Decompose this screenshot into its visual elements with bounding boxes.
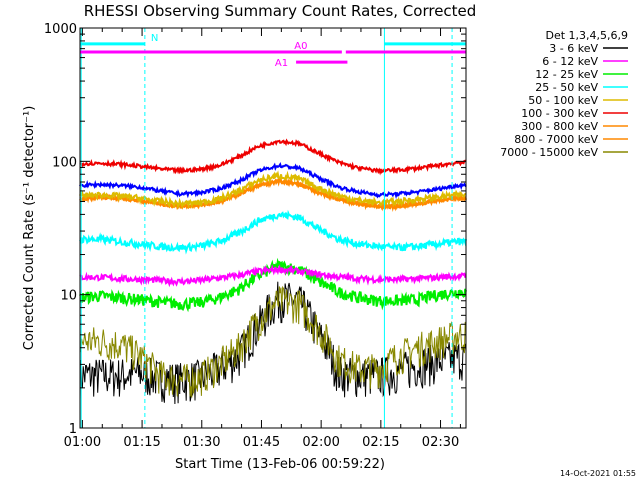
y-tick-label: 100 xyxy=(52,155,77,170)
y-tick-label: 1 xyxy=(69,422,77,437)
y-axis-label: Corrected Count Rate (s⁻¹ detector⁻¹) xyxy=(22,106,37,351)
legend-label: 6 - 12 keV xyxy=(542,55,598,68)
legend-label: 100 - 300 keV xyxy=(521,107,598,120)
legend-label: 25 - 50 keV xyxy=(535,81,598,94)
legend-label: 300 - 800 keV xyxy=(521,120,598,133)
y-tick-label: 1000 xyxy=(44,22,77,37)
x-axis-label: Start Time (13-Feb-06 00:59:22) xyxy=(175,457,385,472)
chart-title: RHESSI Observing Summary Count Rates, Co… xyxy=(84,2,477,20)
flag-label-A0: A0 xyxy=(294,41,307,52)
series-line-extra-0 xyxy=(79,161,467,200)
series-line-3 xyxy=(79,209,467,255)
legend-label: 7000 - 15000 keV xyxy=(500,146,598,159)
legend-label: 50 - 100 keV xyxy=(528,94,598,107)
series-line-8 xyxy=(79,285,467,398)
series-line-4 xyxy=(79,170,467,210)
x-tick-label: 01:30 xyxy=(183,435,220,450)
x-tick-label: 01:15 xyxy=(123,435,160,450)
legend-label: 12 - 25 keV xyxy=(535,68,598,81)
x-tick-label: 01:45 xyxy=(243,435,280,450)
x-axis: 01:00 01:15 01:30 01:45 02:00 02:15 02:30 xyxy=(64,28,461,450)
series-line-6 xyxy=(79,177,467,211)
series-line-5 xyxy=(79,138,467,176)
flag-label-N: N xyxy=(151,33,158,44)
plot-frame xyxy=(79,27,467,429)
x-tick-label: 02:30 xyxy=(422,435,459,450)
x-tick-label: 02:15 xyxy=(362,435,399,450)
legend-title: Det 1,3,4,5,6,9 xyxy=(545,29,628,42)
x-tick-label: 01:00 xyxy=(64,435,101,450)
footer-date: 14-Oct-2021 01:55 xyxy=(560,469,636,478)
flag-label-A1: A1 xyxy=(275,58,288,69)
y-axis: 1 10 100 1000 xyxy=(44,22,466,437)
y-tick-label: 10 xyxy=(60,289,77,304)
legend-label: 800 - 7000 keV xyxy=(514,133,598,146)
series-line-1 xyxy=(79,264,467,288)
plot-area xyxy=(79,28,467,428)
x-tick-label: 02:00 xyxy=(302,435,339,450)
legend-label: 3 - 6 keV xyxy=(549,42,598,55)
